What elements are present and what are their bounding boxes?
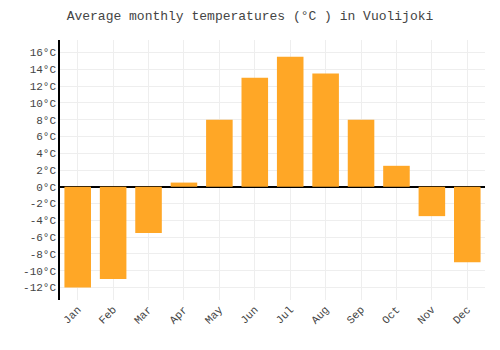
svg-text:10°C: 10°C [30,98,57,110]
svg-text:-10°C: -10°C [23,266,56,278]
svg-text:Apr: Apr [167,304,189,326]
svg-text:-2°C: -2°C [30,198,57,210]
svg-text:-4°C: -4°C [30,215,57,227]
svg-text:Jun: Jun [238,304,260,326]
svg-text:8°C: 8°C [36,115,56,127]
svg-text:Feb: Feb [97,304,119,326]
svg-text:6°C: 6°C [36,131,56,143]
svg-text:14°C: 14°C [30,64,57,76]
svg-text:Aug: Aug [309,304,331,326]
svg-text:-6°C: -6°C [30,232,57,244]
svg-text:Sep: Sep [345,304,367,326]
svg-text:Jul: Jul [274,304,296,326]
svg-text:Jan: Jan [61,304,83,326]
svg-text:Dec: Dec [451,304,473,326]
svg-text:-8°C: -8°C [30,249,57,261]
svg-text:4°C: 4°C [36,148,56,160]
svg-text:Average monthly temperatures (: Average monthly temperatures (°C ) in Vu… [67,9,434,24]
svg-text:Mar: Mar [132,304,154,326]
svg-text:Oct: Oct [380,304,402,326]
svg-text:2°C: 2°C [36,165,56,177]
svg-text:Nov: Nov [415,304,438,327]
svg-text:0°C: 0°C [36,182,56,194]
svg-text:16°C: 16°C [30,47,57,59]
svg-text:12°C: 12°C [30,81,57,93]
svg-text:May: May [203,304,226,327]
svg-text:-12°C: -12°C [23,282,56,294]
